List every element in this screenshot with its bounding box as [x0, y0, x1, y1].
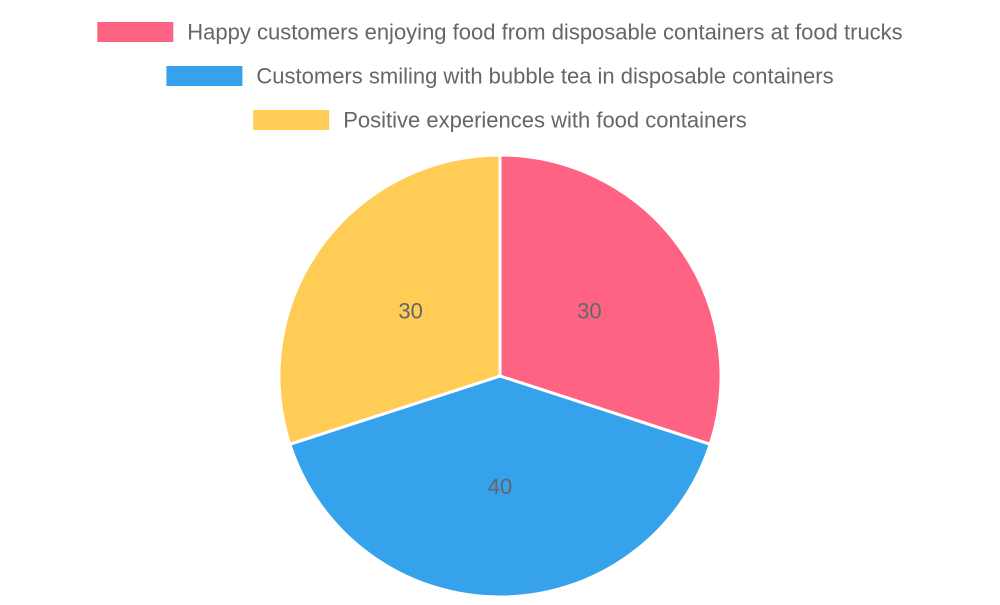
legend-label: Customers smiling with bubble tea in dis…	[256, 64, 833, 89]
legend[interactable]: Happy customers enjoying food from dispo…	[97, 20, 903, 133]
slice-value-label: 30	[398, 299, 422, 324]
pie-slice[interactable]	[277, 153, 502, 447]
slice-value-label: 30	[577, 299, 601, 324]
legend-item[interactable]: Positive experiences with food container…	[253, 108, 747, 133]
pie-slice[interactable]	[287, 374, 713, 599]
legend-label: Happy customers enjoying food from dispo…	[187, 20, 902, 45]
legend-label: Positive experiences with food container…	[343, 108, 747, 133]
legend-item[interactable]: Customers smiling with bubble tea in dis…	[166, 64, 834, 89]
pie-slice[interactable]	[498, 153, 723, 447]
pie-slices	[277, 153, 723, 599]
legend-item[interactable]: Happy customers enjoying food from dispo…	[97, 20, 903, 45]
legend-swatch	[253, 110, 330, 130]
pie-slice-labels: 30 40 30	[398, 299, 601, 499]
legend-swatch	[97, 22, 174, 42]
slice-value-label: 40	[488, 474, 512, 499]
legend-swatch	[166, 66, 243, 86]
